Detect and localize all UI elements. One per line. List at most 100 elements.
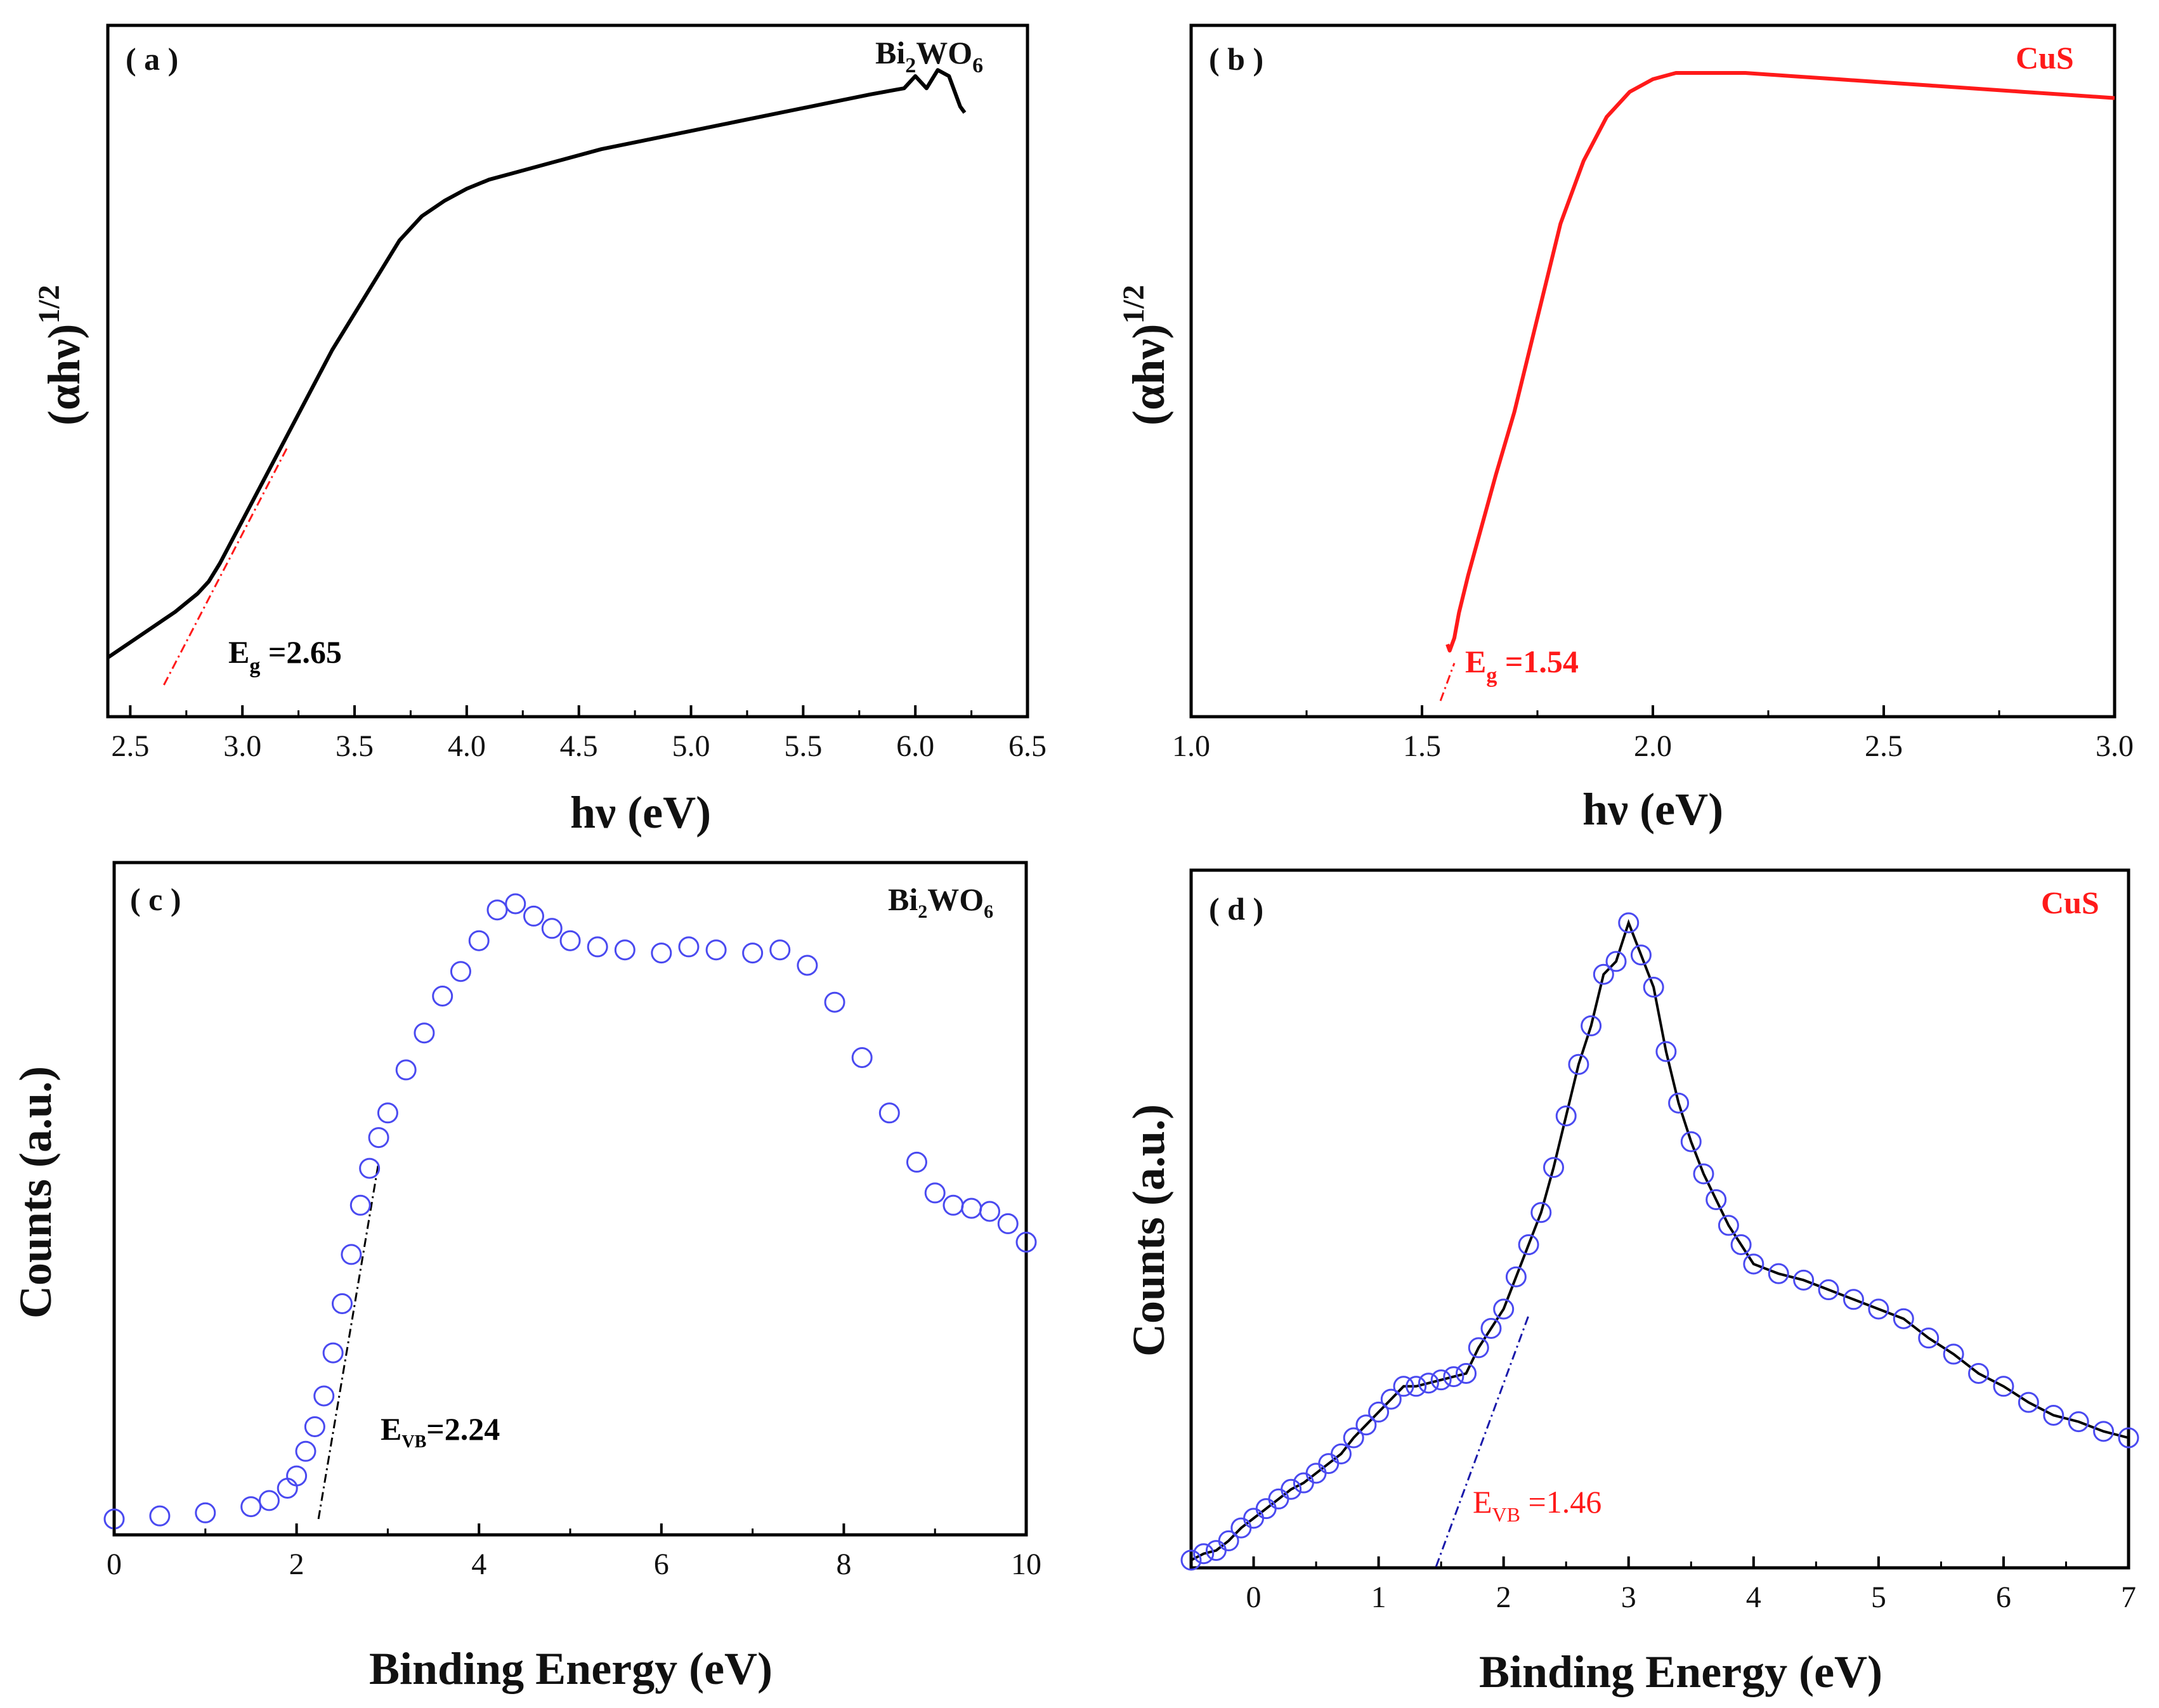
marks-a (107, 68, 967, 686)
data-point (1943, 1343, 1964, 1365)
x-tick-label: 5.5 (784, 729, 822, 763)
y-axis-title-c: Counts (a.u.) (10, 1066, 61, 1319)
data-point (313, 1385, 335, 1407)
marks-c (103, 893, 1037, 1530)
sample-label-a: Bi2WO6 (875, 35, 983, 77)
data-point (1530, 1202, 1552, 1223)
data-point (1630, 944, 1652, 966)
x-tick-label: 7 (2121, 1581, 2136, 1614)
panel-label-b: ( b ) (1209, 41, 1263, 77)
data-point (432, 986, 453, 1007)
panel-c: 0 2 4 6 8 10 ( c ) Bi2WO6 EVB=2.24 Binding En… (10, 861, 1041, 1694)
tangent-fit-line (317, 1162, 380, 1520)
x-tick-label: 3.5 (336, 729, 374, 763)
marks-b (1439, 71, 2115, 701)
data-point (1668, 1092, 1690, 1114)
vb-annotation-c: EVB=2.24 (381, 1411, 500, 1452)
data-point (1218, 1530, 1239, 1551)
data-point (742, 942, 764, 964)
x-tick-label: 1.5 (1403, 729, 1441, 763)
tangent-fit-line (163, 447, 289, 686)
data-point (705, 939, 727, 961)
data-point (979, 1201, 1000, 1222)
data-point (341, 1244, 362, 1265)
series-connector-line (1190, 919, 2129, 1561)
x-tick-label: 6.0 (896, 729, 934, 763)
data-point (997, 1213, 1019, 1234)
data-point (1418, 1372, 1439, 1394)
vb-annotation-d: EVB =1.46 (1473, 1484, 1601, 1526)
data-point (2018, 1392, 2039, 1413)
data-point (1893, 1308, 1914, 1329)
bandgap-annotation-b: Eg =1.54 (1465, 644, 1579, 688)
x-tick-label: 4.0 (448, 729, 486, 763)
x-ticks-b: 1.0 1.5 2.0 2.5 3.0 (1172, 705, 2134, 763)
x-tick-label: 4.5 (560, 729, 598, 763)
x-tick-label: 8 (836, 1548, 851, 1581)
data-point (1793, 1269, 1815, 1291)
data-point (2093, 1421, 2115, 1442)
data-point (1618, 912, 1640, 934)
data-point (1330, 1443, 1352, 1464)
data-point (1730, 1234, 1752, 1255)
data-point (769, 939, 791, 961)
data-point (450, 961, 471, 982)
data-point (1593, 963, 1614, 985)
data-point (1693, 1163, 1714, 1185)
data-point (1743, 1253, 1764, 1275)
tangent-fit-line (1435, 1315, 1530, 1567)
series-line (107, 68, 967, 660)
tangent-fit-line (1439, 663, 1456, 701)
marks-d (1180, 912, 2139, 1571)
x-axis-title-b: hν (eV) (1582, 784, 1723, 835)
data-point (1368, 1401, 1390, 1423)
data-point (1480, 1317, 1502, 1339)
data-point (1015, 1232, 1037, 1253)
data-point (1843, 1289, 1864, 1310)
data-point (587, 936, 608, 958)
data-point (523, 905, 544, 927)
series-line (1445, 71, 2115, 653)
data-point (1430, 1369, 1452, 1391)
x-axis-title-c: Binding Energy (eV) (369, 1643, 773, 1694)
panel-label-c: ( c ) (130, 882, 181, 917)
data-point (1993, 1376, 2014, 1397)
data-point (1768, 1263, 1789, 1284)
data-point (924, 1182, 946, 1204)
data-point (332, 1293, 353, 1314)
data-point (1406, 1376, 1427, 1397)
plot-frame-d (1189, 868, 2130, 1570)
data-point (1468, 1337, 1489, 1359)
data-point (2118, 1427, 2139, 1449)
data-point (1393, 1376, 1414, 1397)
x-tick-label: 2.0 (1634, 729, 1672, 763)
data-point (1180, 1549, 1202, 1571)
data-point (149, 1505, 171, 1527)
data-point (286, 1465, 308, 1487)
x-axis-title-d: Binding Energy (eV) (1479, 1646, 1882, 1697)
data-point (1918, 1327, 1940, 1349)
x-ticks-c: 0 2 4 6 8 10 (107, 1523, 1041, 1581)
data-point (1818, 1279, 1839, 1301)
x-tick-label: 6.5 (1008, 729, 1047, 763)
x-ticks-a: 2.5 3.0 3.5 4.0 4.5 5.0 5.5 6.0 6.5 (111, 705, 1047, 763)
y-axis-title-b: (αhν)1/2 (1117, 285, 1174, 426)
data-point (1281, 1478, 1302, 1500)
data-point (2043, 1404, 2064, 1426)
x-tick-label: 6 (1996, 1581, 2011, 1614)
data-point (240, 1496, 262, 1518)
data-point (1505, 1266, 1527, 1288)
bandgap-annotation-a: Eg =2.65 (228, 634, 342, 678)
x-tick-label: 3.0 (223, 729, 261, 763)
data-point (195, 1502, 216, 1523)
y-axis-title-d: Counts (a.u.) (1123, 1104, 1174, 1357)
data-point (1581, 1015, 1602, 1036)
data-point (906, 1151, 927, 1173)
data-point (614, 939, 636, 961)
data-point (322, 1342, 344, 1364)
data-point (468, 930, 490, 951)
data-point (349, 1194, 371, 1216)
data-point (2068, 1411, 2089, 1433)
data-point (486, 899, 508, 921)
